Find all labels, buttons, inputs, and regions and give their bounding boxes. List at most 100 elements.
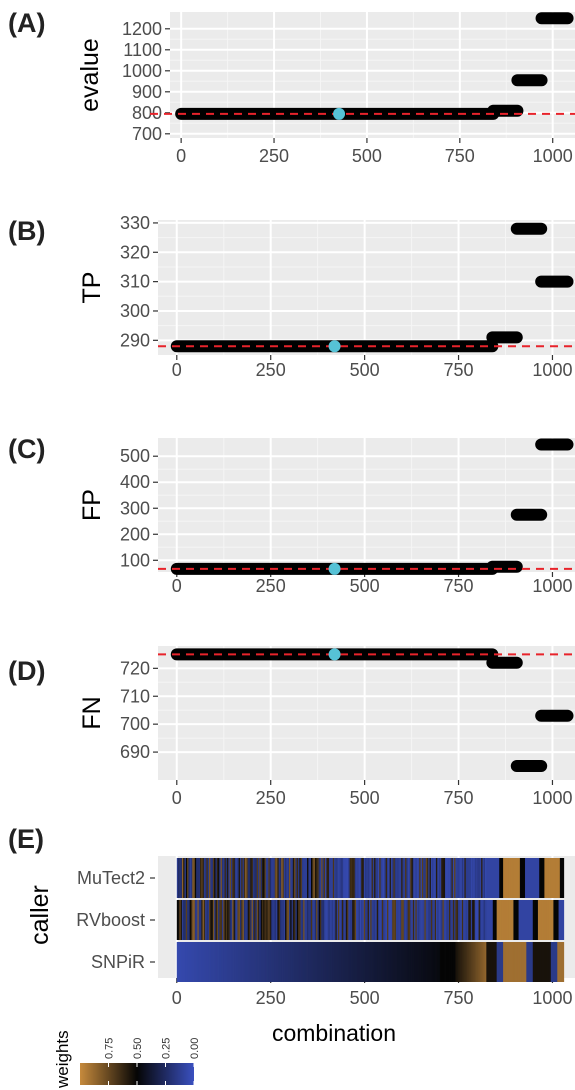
heatmap-cell [272,858,274,898]
heatmap-cell [331,900,334,940]
heatmap-cell [200,900,202,940]
x-tick-label: 250 [256,360,286,380]
heatmap-cell [457,900,460,940]
heatmap-cell [494,942,496,982]
heatmap-cell [518,900,521,940]
heatmap-cell [532,900,535,940]
heatmap-cell [512,942,514,982]
heatmap-cell [260,942,263,982]
heatmap-cell [438,942,441,982]
heatmap-cell [374,900,376,940]
heatmap-cell [441,858,443,898]
x-tick-label: 1000 [532,788,572,808]
heatmap-cell [421,900,424,940]
heatmap-cell [251,858,254,898]
heatmap-cell [495,858,498,898]
heatmap-cell [316,900,318,940]
heatmap-cell [251,900,254,940]
heatmap-cell [397,858,400,898]
heatmap-cell [249,942,251,982]
heatmap-cell [259,858,262,898]
x-tick-label: 0 [172,788,182,808]
heatmap-cell [304,900,307,940]
heatmap-cell [525,942,527,982]
heatmap-cell [295,942,298,982]
heatmap-cell [197,900,200,940]
x-tick-label: 500 [352,146,382,166]
heatmap-cell [406,942,409,982]
heatmap-cell [454,900,456,940]
heatmap-cell [229,858,232,898]
heatmap-cell [206,900,209,940]
heatmap-cell [438,858,441,898]
heatmap-cell [310,942,313,982]
heatmap-cell [278,942,281,982]
heatmap-cell [487,942,490,982]
heatmap-cell [488,942,491,982]
heatmap-cell [265,942,268,982]
heatmap-cell [423,900,425,940]
heatmap-cell [206,942,209,982]
heatmap-cell [194,942,197,982]
heatmap-cell [214,942,216,982]
heatmap-cell [414,900,416,940]
heatmap-cell [459,942,461,982]
heatmap-cell [230,900,233,940]
heatmap-cell [356,900,358,940]
heatmap-cell [481,858,483,898]
heatmap-cell [528,942,531,982]
heatmap-cell [483,900,486,940]
heatmap-cell [295,900,298,940]
heatmap-cell [523,942,526,982]
heatmap-cell [298,900,300,940]
heatmap-cell [468,900,470,940]
heatmap-cell [501,858,504,898]
heatmap-cell [483,858,486,898]
x-axis-label: combination [272,1020,396,1046]
heatmap-cell [527,900,530,940]
heatmap-cell [544,858,547,898]
heatmap-cell [539,900,541,940]
x-tick-label: 750 [444,988,474,1008]
heatmap-cell [291,942,294,982]
y-tick-label: 100 [120,550,150,570]
heatmap-cell [425,942,428,982]
heatmap-cell [491,942,494,982]
heatmap-cell [414,858,416,898]
heatmap-cell [424,900,427,940]
heatmap-cell [362,858,365,898]
heatmap-cell [447,942,450,982]
heatmap-cell [510,858,513,898]
heatmap-cell [368,900,371,940]
heatmap-cell [350,942,353,982]
heatmap-cell [412,900,415,940]
heatmap-cell [389,942,392,982]
legend-tick-label: 0.00 [189,1038,201,1059]
heatmap-cell [325,942,327,982]
heatmap-cell [466,942,469,982]
heatmap-cell [210,858,213,898]
heatmap-cell [407,942,410,982]
heatmap-cell [436,942,438,982]
heatmap-cell [278,858,281,898]
heatmap-cell [469,942,472,982]
legend-tick-label: 0.25 [161,1038,173,1059]
heatmap-cell [370,942,372,982]
heatmap-cell [476,900,478,940]
heatmap-cell [300,858,303,898]
heatmap-cell [348,900,351,940]
heatmap-cell [255,942,258,982]
heatmap-cell [286,900,289,940]
heatmap-cell [456,942,459,982]
heatmap-cell [486,900,489,940]
heatmap-cell [281,900,283,940]
heatmap-cell [411,900,414,940]
heatmap-cell [539,942,541,982]
heatmap-cell [249,900,251,940]
heatmap-cell [274,900,277,940]
heatmap-cell [554,858,557,898]
heatmap-cell [210,942,213,982]
heatmap-cell [273,900,276,940]
heatmap-cell [225,942,228,982]
heatmap-cell [562,942,565,982]
